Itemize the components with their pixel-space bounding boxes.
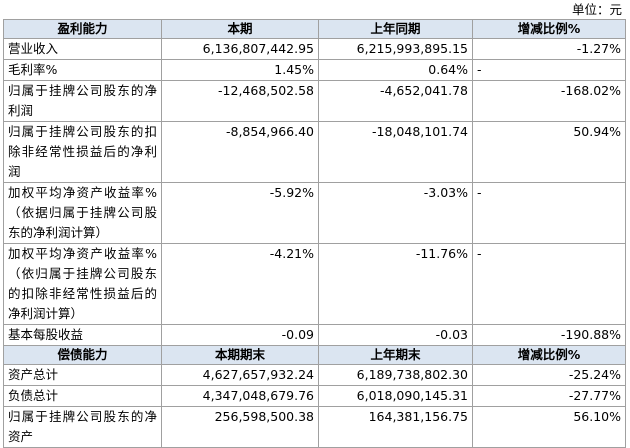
value-cell: -0.03	[318, 324, 473, 346]
row-label: 加权平均净资产收益率%（依归属于挂牌公司股东的扣除非经常性损益后的净利润计算）	[3, 243, 162, 325]
value-cell: -4,652,041.78	[318, 80, 473, 122]
value-cell: 256,598,500.38	[161, 406, 319, 448]
row-label: 归属于挂牌公司股东的扣除非经常性损益后的净利润	[3, 121, 162, 183]
table-row: 加权平均净资产收益率%（依据归属于挂牌公司股东的净利润计算） -5.92% -3.0…	[3, 182, 626, 244]
value-cell: -25.24%	[472, 364, 626, 386]
value-cell: -3.03%	[318, 182, 473, 244]
value-cell: -1.27%	[472, 38, 626, 60]
value-cell: 4,347,048,679.76	[161, 385, 319, 407]
header-cell: 偿债能力	[3, 345, 162, 365]
value-cell: -	[472, 59, 626, 81]
value-cell: 56.10%	[472, 406, 626, 448]
value-cell: -168.02%	[472, 80, 626, 122]
header-cell: 本期期末	[161, 345, 319, 365]
value-cell: 50.94%	[472, 121, 626, 183]
table-row: 加权平均净资产收益率%（依归属于挂牌公司股东的扣除非经常性损益后的净利润计算） -…	[3, 243, 626, 325]
row-label: 归属于挂牌公司股东的净资产	[3, 406, 162, 448]
row-label: 归属于挂牌公司股东的净利润	[3, 80, 162, 122]
financial-table: 盈利能力 本期 上年同期 增减比例% 营业收入 6,136,807,442.95 6,215…	[3, 19, 626, 448]
value-cell: -12,468,502.58	[161, 80, 319, 122]
table-row: 归属于挂牌公司股东的净资产 256,598,500.38 164,381,156.7…	[3, 406, 626, 448]
value-cell: 164,381,156.75	[318, 406, 473, 448]
header-cell: 上年期末	[318, 345, 473, 365]
table-row: 毛利率% 1.45% 0.64% -	[3, 59, 626, 81]
value-cell: 6,189,738,802.30	[318, 364, 473, 386]
header-cell: 增减比例%	[472, 345, 626, 365]
value-cell: 0.64%	[318, 59, 473, 81]
row-label: 加权平均净资产收益率%（依据归属于挂牌公司股东的净利润计算）	[3, 182, 162, 244]
row-label: 资产总计	[3, 364, 162, 386]
value-cell: -11.76%	[318, 243, 473, 325]
row-label: 营业收入	[3, 38, 162, 60]
value-cell: 6,215,993,895.15	[318, 38, 473, 60]
value-cell: -5.92%	[161, 182, 319, 244]
row-label: 毛利率%	[3, 59, 162, 81]
value-cell: -4.21%	[161, 243, 319, 325]
header-cell: 盈利能力	[3, 19, 162, 39]
table-row: 基本每股收益 -0.09 -0.03 -190.88%	[3, 324, 626, 346]
header-cell: 本期	[161, 19, 319, 39]
value-cell: 6,136,807,442.95	[161, 38, 319, 60]
value-cell: -27.77%	[472, 385, 626, 407]
header-cell: 增减比例%	[472, 19, 626, 39]
unit-label: 单位：元	[571, 2, 622, 17]
table-row: 资产总计 4,627,657,932.24 6,189,738,802.30 -25.…	[3, 364, 626, 386]
value-cell: -190.88%	[472, 324, 626, 346]
table-row: 营业收入 6,136,807,442.95 6,215,993,895.15 -1.2…	[3, 38, 626, 60]
header-cell: 上年同期	[318, 19, 473, 39]
value-cell: 1.45%	[161, 59, 319, 81]
table-row: 归属于挂牌公司股东的净利润 -12,468,502.58 -4,652,041.78…	[3, 80, 626, 122]
header-row: 盈利能力 本期 上年同期 增减比例%	[3, 19, 626, 39]
value-cell: -0.09	[161, 324, 319, 346]
table-row: 归属于挂牌公司股东的扣除非经常性损益后的净利润 -8,854,966.40 -18,…	[3, 121, 626, 183]
value-cell: 4,627,657,932.24	[161, 364, 319, 386]
value-cell: -	[472, 182, 626, 244]
value-cell: 6,018,090,145.31	[318, 385, 473, 407]
value-cell: -	[472, 243, 626, 325]
row-label: 负债总计	[3, 385, 162, 407]
row-label: 基本每股收益	[3, 324, 162, 346]
header-row: 偿债能力 本期期末 上年期末 增减比例%	[3, 345, 626, 365]
value-cell: -18,048,101.74	[318, 121, 473, 183]
table-row: 负债总计 4,347,048,679.76 6,018,090,145.31 -27.…	[3, 385, 626, 407]
value-cell: -8,854,966.40	[161, 121, 319, 183]
